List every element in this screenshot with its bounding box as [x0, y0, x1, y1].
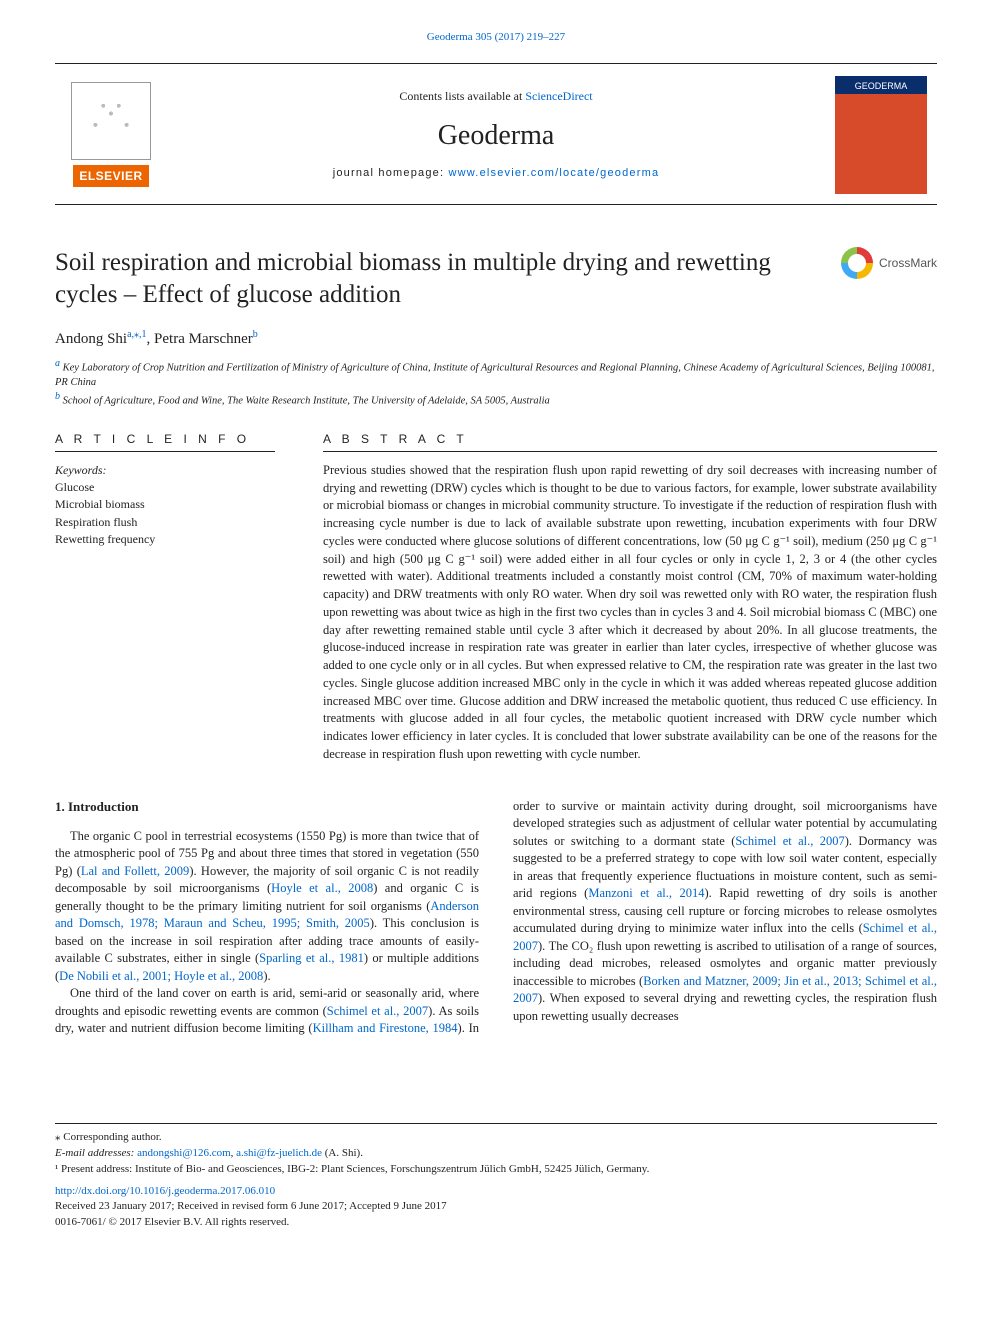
affil-link-a[interactable]: a,	[127, 329, 134, 340]
received-line: Received 23 January 2017; Received in re…	[55, 1199, 937, 1215]
email-attribution: (A. Shi).	[325, 1147, 363, 1159]
citation-link[interactable]: Schimel et al., 2007	[513, 921, 937, 953]
journal-homepage-prefix: journal homepage:	[333, 167, 449, 179]
keyword-item: Microbial biomass	[55, 496, 275, 513]
abstract-text: Previous studies showed that the respira…	[323, 462, 937, 764]
present-address-note: ¹ Present address: Institute of Bio- and…	[55, 1162, 937, 1178]
section-heading-1: 1. Introduction	[55, 798, 479, 816]
journal-name: Geoderma	[177, 117, 815, 155]
footnotes: ⁎ Corresponding author. E-mail addresses…	[55, 1123, 937, 1232]
crossmark-icon	[841, 247, 873, 279]
citation-link[interactable]: Schimel et al., 2007	[735, 834, 844, 848]
crossmark-label: CrossMark	[879, 255, 937, 271]
affil-link-b[interactable]: b	[253, 329, 258, 340]
two-column-body: 1. Introduction The organic C pool in te…	[55, 798, 937, 1038]
abstract-block: A B S T R A C T Previous studies showed …	[323, 431, 937, 764]
article-title: Soil respiration and microbial biomass i…	[55, 247, 823, 312]
citation-link[interactable]: Borken and Matzner, 2009; Jin et al., 20…	[513, 974, 937, 1006]
publisher-brand: ELSEVIER	[73, 165, 148, 187]
article-info-block: A R T I C L E I N F O Keywords: Glucose …	[55, 431, 275, 764]
intro-paragraph: The organic C pool in terrestrial ecosys…	[55, 828, 479, 986]
citation-link[interactable]: De Nobili et al., 2001; Hoyle et al., 20…	[59, 969, 263, 983]
article-meta-row: A R T I C L E I N F O Keywords: Glucose …	[55, 431, 937, 764]
doi-link[interactable]: http://dx.doi.org/10.1016/j.geoderma.201…	[55, 1185, 275, 1197]
citation-link[interactable]: Anderson and Domsch, 1978; Maraun and Sc…	[55, 899, 479, 931]
citation-link[interactable]: Killham and Firestone, 1984	[313, 1021, 458, 1035]
keywords-label: Keywords:	[55, 462, 275, 478]
email-line: E-mail addresses: andongshi@126.com, a.s…	[55, 1146, 937, 1162]
title-row: Soil respiration and microbial biomass i…	[55, 247, 937, 312]
sciencedirect-link[interactable]: ScienceDirect	[525, 89, 592, 103]
doi-line: http://dx.doi.org/10.1016/j.geoderma.201…	[55, 1184, 937, 1200]
page-reference-link[interactable]: Geoderma 305 (2017) 219–227	[427, 31, 565, 43]
masthead-center: Contents lists available at ScienceDirec…	[177, 88, 815, 181]
keywords-list: Glucose Microbial biomass Respiration fl…	[55, 479, 275, 549]
section-introduction: 1. Introduction The organic C pool in te…	[55, 798, 937, 1038]
affiliation-b: b School of Agriculture, Food and Wine, …	[55, 390, 937, 409]
page-reference: Geoderma 305 (2017) 219–227	[55, 30, 937, 45]
authors: Andong Shia,⁎,1, Petra Marschnerb	[55, 328, 937, 349]
issn-copyright-line: 0016-7061/ © 2017 Elsevier B.V. All righ…	[55, 1215, 937, 1231]
keyword-item: Glucose	[55, 479, 275, 496]
citation-link[interactable]: Schimel et al., 2007	[327, 1004, 428, 1018]
contents-lists-prefix: Contents lists available at	[399, 89, 525, 103]
journal-cover-label: GEODERMA	[855, 81, 908, 91]
masthead: ELSEVIER Contents lists available at Sci…	[55, 63, 937, 205]
keyword-item: Respiration flush	[55, 514, 275, 531]
journal-homepage-line: journal homepage: www.elsevier.com/locat…	[177, 166, 815, 181]
citation-link[interactable]: Sparling et al., 1981	[259, 951, 364, 965]
journal-cover-thumbnail: GEODERMA	[835, 76, 927, 194]
abstract-heading: A B S T R A C T	[323, 431, 937, 452]
author-email-link[interactable]: andongshi@126.com	[137, 1147, 231, 1159]
article-info-heading: A R T I C L E I N F O	[55, 431, 275, 452]
crossmark-badge[interactable]: CrossMark	[841, 247, 937, 279]
author-email-link[interactable]: a.shi@fz-juelich.de	[236, 1147, 322, 1159]
affiliations: a Key Laboratory of Crop Nutrition and F…	[55, 357, 937, 409]
journal-homepage-link[interactable]: www.elsevier.com/locate/geoderma	[448, 167, 659, 179]
citation-link[interactable]: Manzoni et al., 2014	[588, 886, 704, 900]
keyword-item: Rewetting frequency	[55, 531, 275, 548]
corresponding-author-note: ⁎ Corresponding author.	[55, 1130, 937, 1146]
email-label: E-mail addresses:	[55, 1147, 134, 1159]
affiliation-a: a Key Laboratory of Crop Nutrition and F…	[55, 357, 937, 390]
citation-link[interactable]: Hoyle et al., 2008	[271, 881, 373, 895]
citation-link[interactable]: Lal and Follett, 2009	[81, 864, 189, 878]
contents-lists-line: Contents lists available at ScienceDirec…	[177, 88, 815, 104]
publisher-logo: ELSEVIER	[65, 82, 157, 187]
footnote-link-1[interactable]: 1	[142, 329, 147, 340]
elsevier-tree-icon	[71, 82, 151, 160]
